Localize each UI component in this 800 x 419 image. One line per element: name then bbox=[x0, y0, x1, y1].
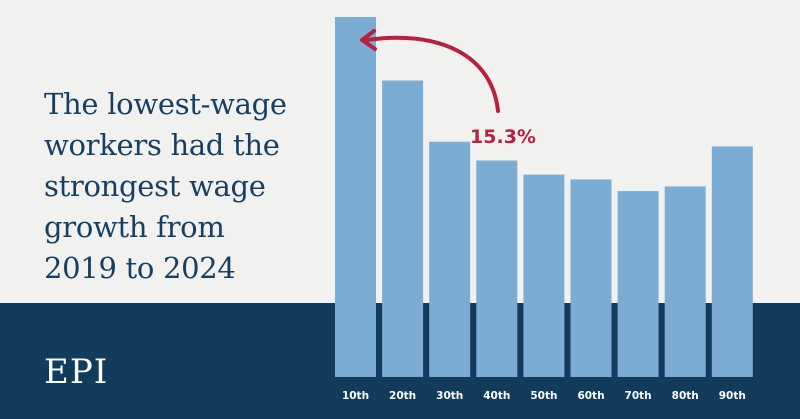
tick-labels-group: 10th 20th 30th 40th 50th 60th 70th 80th 90th bbox=[342, 390, 746, 402]
headline: The lowest-wage workers had the stronges… bbox=[44, 84, 344, 289]
bar-80th bbox=[664, 186, 706, 377]
bar-90th bbox=[711, 146, 753, 377]
tick-label-80th: 80th bbox=[672, 390, 699, 402]
tick-label-30th: 30th bbox=[436, 390, 463, 402]
headline-line-4: growth from bbox=[44, 210, 225, 244]
bar-60th bbox=[570, 179, 612, 377]
headline-line-1: The lowest-wage bbox=[44, 87, 287, 121]
bar-50th bbox=[523, 174, 565, 377]
bar-40th bbox=[476, 160, 518, 377]
tick-label-50th: 50th bbox=[530, 390, 557, 402]
bar-70th bbox=[617, 191, 659, 377]
bars-group bbox=[335, 17, 753, 377]
tick-label-70th: 70th bbox=[625, 390, 652, 402]
epi-logo: EPI bbox=[44, 352, 109, 392]
headline-line-2: workers had the bbox=[44, 128, 280, 162]
tick-label-10th: 10th bbox=[342, 390, 369, 402]
headline-line-3: strongest wage bbox=[44, 169, 266, 203]
headline-line-5: 2019 to 2024 bbox=[44, 251, 236, 285]
tick-label-20th: 20th bbox=[389, 390, 416, 402]
bar-30th bbox=[429, 141, 471, 377]
tick-label-40th: 40th bbox=[483, 390, 510, 402]
bar-10th bbox=[335, 17, 376, 377]
callout-label: 15.3% bbox=[470, 126, 536, 148]
curved-arrow-icon bbox=[364, 35, 500, 113]
tick-label-90th: 90th bbox=[719, 390, 746, 402]
tick-label-60th: 60th bbox=[577, 390, 604, 402]
arrow-head-icon bbox=[360, 29, 377, 51]
bar-20th bbox=[382, 80, 424, 377]
